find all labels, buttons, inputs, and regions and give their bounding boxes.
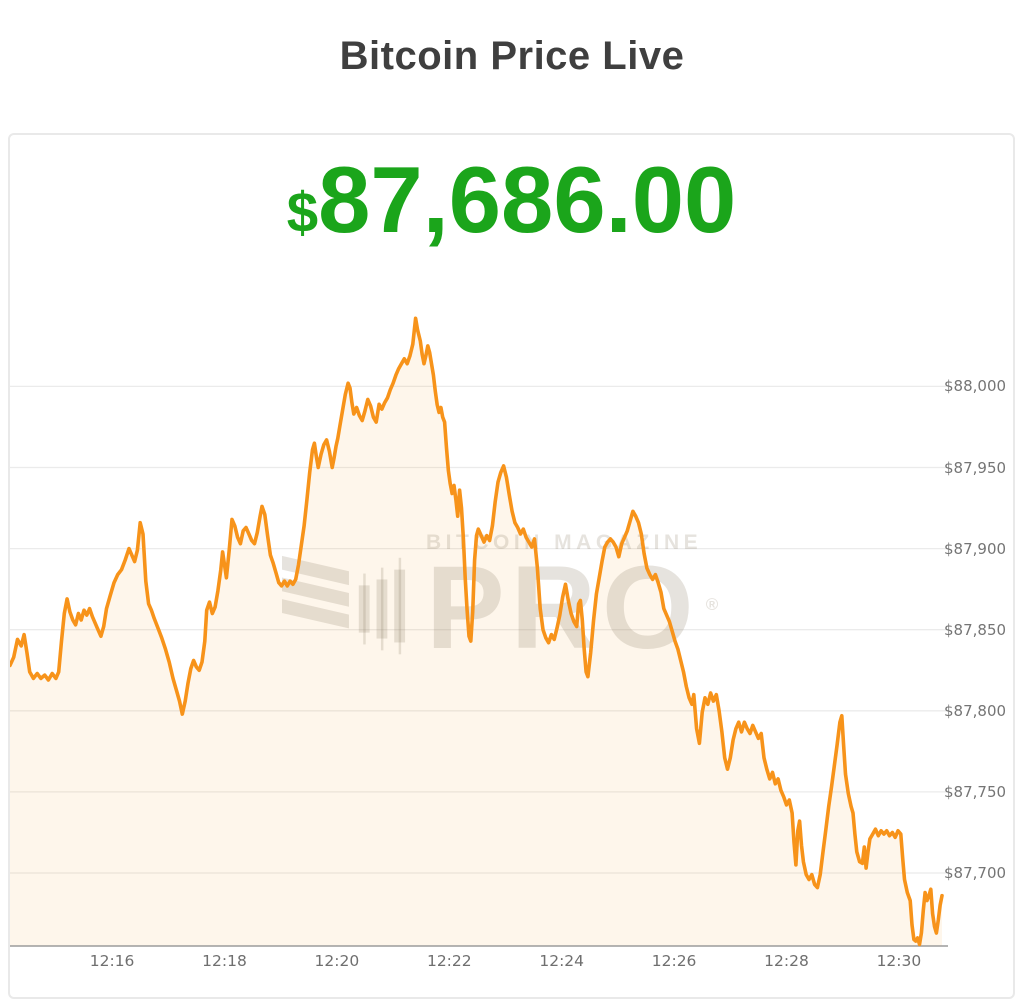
chart-base-layer: [10, 318, 948, 947]
y-axis-label: $87,750: [944, 782, 1007, 801]
price-value: 87,686.00: [318, 147, 737, 252]
x-axis-label: 12:20: [314, 952, 360, 970]
x-axis-label: 12:18: [202, 952, 247, 970]
chart-card: BITCOIN MAGAZINE PRO ® $87,686.00 $88,000…: [8, 133, 1015, 999]
y-axis-label: $87,850: [944, 620, 1007, 639]
x-axis-label: 12:16: [89, 952, 135, 970]
x-axis-label: 12:22: [426, 952, 472, 970]
x-axis-label: 12:24: [539, 952, 585, 970]
x-axis-label: 12:30: [876, 952, 922, 970]
currency-symbol: $: [286, 181, 319, 244]
x-axis-label: 12:28: [764, 952, 809, 970]
y-axis-label: $87,900: [944, 539, 1007, 558]
price-area-fill: [10, 318, 942, 946]
page-title: Bitcoin Price Live: [339, 34, 685, 78]
price-line: [10, 316, 944, 947]
y-axis-label: $88,000: [944, 377, 1007, 396]
y-axis-label: $87,800: [944, 701, 1007, 720]
current-price: $87,686.00: [10, 150, 1013, 250]
price-line-layer: [10, 316, 944, 947]
y-axis-label: $87,950: [944, 458, 1007, 477]
y-axis-label: $87,700: [944, 864, 1007, 882]
x-axis-label: 12:26: [651, 952, 697, 970]
